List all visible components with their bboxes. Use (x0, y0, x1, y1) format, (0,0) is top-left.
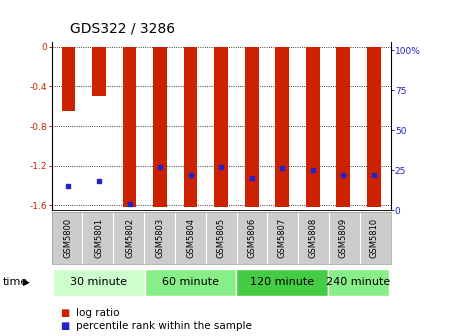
Text: GDS322 / 3286: GDS322 / 3286 (70, 21, 175, 35)
Bar (153, 47, 167, 207)
Text: ■: ■ (61, 321, 70, 331)
Text: GSM5804: GSM5804 (186, 218, 195, 258)
Text: GSM5806: GSM5806 (247, 218, 256, 258)
Bar (92, 47, 106, 96)
Text: GSM5802: GSM5802 (125, 218, 134, 258)
Text: GSM5807: GSM5807 (278, 218, 287, 258)
Text: GSM5808: GSM5808 (308, 218, 317, 258)
Text: 30 minute: 30 minute (70, 277, 128, 287)
Text: GSM5809: GSM5809 (339, 218, 348, 258)
Bar (184, 47, 198, 207)
Text: GSM5803: GSM5803 (155, 218, 164, 258)
Text: percentile rank within the sample: percentile rank within the sample (76, 321, 252, 331)
Text: ■: ■ (61, 308, 70, 319)
Text: log ratio: log ratio (76, 308, 120, 319)
Text: GSM5800: GSM5800 (64, 218, 73, 258)
Text: 120 minute: 120 minute (250, 277, 314, 287)
Bar (123, 47, 136, 207)
Text: GSM5810: GSM5810 (370, 218, 379, 258)
Text: 60 minute: 60 minute (162, 277, 219, 287)
Text: time: time (2, 277, 27, 287)
Bar (306, 47, 320, 207)
Text: ▶: ▶ (23, 278, 30, 287)
Bar (62, 47, 75, 111)
Text: 240 minute: 240 minute (326, 277, 391, 287)
Bar (275, 47, 289, 207)
FancyBboxPatch shape (237, 269, 328, 296)
Text: GSM5805: GSM5805 (216, 218, 226, 258)
Bar (245, 47, 259, 207)
FancyBboxPatch shape (53, 269, 145, 296)
FancyBboxPatch shape (328, 269, 389, 296)
Bar (336, 47, 350, 207)
Bar (367, 47, 381, 207)
FancyBboxPatch shape (145, 269, 237, 296)
Bar (214, 47, 228, 207)
Text: GSM5801: GSM5801 (94, 218, 103, 258)
